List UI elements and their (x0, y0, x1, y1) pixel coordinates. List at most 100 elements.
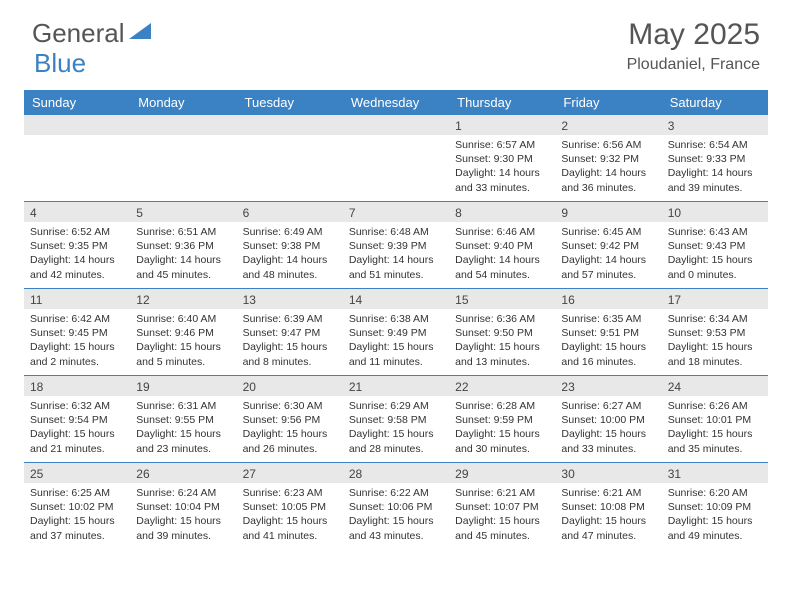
sunset-text: Sunset: 10:06 PM (349, 500, 443, 514)
daylight-text: Daylight: 15 hours and 30 minutes. (455, 427, 549, 455)
day-cell (343, 115, 449, 201)
day-number: 1 (449, 115, 555, 135)
sunset-text: Sunset: 9:59 PM (455, 413, 549, 427)
logo: General (32, 18, 153, 49)
day-cell: 13 Sunrise: 6:39 AMSunset: 9:47 PMDayligh… (237, 289, 343, 375)
day-body: Sunrise: 6:25 AMSunset: 10:02 PMDaylight… (24, 483, 130, 549)
day-number: 12 (130, 289, 236, 309)
day-cell: 30Sunrise: 6:21 AMSunset: 10:08 PMDaylig… (555, 463, 661, 549)
day-number: 31 (662, 463, 768, 483)
sunset-text: Sunset: 10:09 PM (668, 500, 762, 514)
daylight-text: Daylight: 14 hours and 48 minutes. (243, 253, 337, 281)
day-cell (237, 115, 343, 201)
title-block: May 2025 Ploudaniel, France (627, 18, 760, 74)
sunrise-text: Sunrise: 6:52 AM (30, 225, 124, 239)
day-header: Tuesday (237, 90, 343, 115)
sunrise-text: Sunrise: 6:23 AM (243, 486, 337, 500)
day-number: 28 (343, 463, 449, 483)
sunrise-text: Sunrise: 6:57 AM (455, 138, 549, 152)
sunset-text: Sunset: 9:58 PM (349, 413, 443, 427)
sunrise-text: Sunrise: 6:43 AM (668, 225, 762, 239)
daylight-text: Daylight: 15 hours and 0 minutes. (668, 253, 762, 281)
day-body: Sunrise: 6:49 AMSunset: 9:38 PMDaylight:… (237, 222, 343, 288)
day-body (24, 135, 130, 144)
day-number (343, 115, 449, 135)
day-body (130, 135, 236, 144)
day-cell: 18Sunrise: 6:32 AMSunset: 9:54 PMDayligh… (24, 376, 130, 462)
daylight-text: Daylight: 15 hours and 47 minutes. (561, 514, 655, 542)
month-title: May 2025 (627, 18, 760, 52)
sunset-text: Sunset: 9:45 PM (30, 326, 124, 340)
day-cell: 2Sunrise: 6:56 AMSunset: 9:32 PMDaylight… (555, 115, 661, 201)
day-number (130, 115, 236, 135)
sunset-text: Sunset: 9:51 PM (561, 326, 655, 340)
daylight-text: Daylight: 15 hours and 8 minutes. (243, 340, 337, 368)
daylight-text: Daylight: 14 hours and 51 minutes. (349, 253, 443, 281)
day-body: Sunrise: 6:35 AMSunset: 9:51 PMDaylight:… (555, 309, 661, 375)
day-body: Sunrise: 6:57 AMSunset: 9:30 PMDaylight:… (449, 135, 555, 201)
day-cell: 27Sunrise: 6:23 AMSunset: 10:05 PMDaylig… (237, 463, 343, 549)
sunset-text: Sunset: 9:43 PM (668, 239, 762, 253)
logo-blue-wrapper: Blue (34, 48, 86, 79)
daylight-text: Daylight: 15 hours and 23 minutes. (136, 427, 230, 455)
day-number: 30 (555, 463, 661, 483)
daylight-text: Daylight: 14 hours and 57 minutes. (561, 253, 655, 281)
day-number: 9 (555, 202, 661, 222)
daylight-text: Daylight: 14 hours and 36 minutes. (561, 166, 655, 194)
sunset-text: Sunset: 9:33 PM (668, 152, 762, 166)
sunset-text: Sunset: 9:47 PM (243, 326, 337, 340)
daylight-text: Daylight: 14 hours and 54 minutes. (455, 253, 549, 281)
sunrise-text: Sunrise: 6:36 AM (455, 312, 549, 326)
sunset-text: Sunset: 9:35 PM (30, 239, 124, 253)
daylight-text: Daylight: 15 hours and 49 minutes. (668, 514, 762, 542)
sunrise-text: Sunrise: 6:21 AM (455, 486, 549, 500)
daylight-text: Daylight: 14 hours and 39 minutes. (668, 166, 762, 194)
daylight-text: Daylight: 14 hours and 45 minutes. (136, 253, 230, 281)
day-body: Sunrise: 6:20 AMSunset: 10:09 PMDaylight… (662, 483, 768, 549)
day-body: Sunrise: 6:46 AMSunset: 9:40 PMDaylight:… (449, 222, 555, 288)
daylight-text: Daylight: 15 hours and 5 minutes. (136, 340, 230, 368)
day-cell: 16Sunrise: 6:35 AMSunset: 9:51 PMDayligh… (555, 289, 661, 375)
day-body: Sunrise: 6:23 AMSunset: 10:05 PMDaylight… (237, 483, 343, 549)
daylight-text: Daylight: 15 hours and 16 minutes. (561, 340, 655, 368)
day-number: 13 (237, 289, 343, 309)
day-cell: 3Sunrise: 6:54 AMSunset: 9:33 PMDaylight… (662, 115, 768, 201)
day-body: Sunrise: 6:24 AMSunset: 10:04 PMDaylight… (130, 483, 236, 549)
day-cell: 10 Sunrise: 6:43 AMSunset: 9:43 PMDayligh… (662, 202, 768, 288)
sunrise-text: Sunrise: 6:39 AM (243, 312, 337, 326)
weeks-container: 1Sunrise: 6:57 AMSunset: 9:30 PMDaylight… (24, 115, 768, 549)
day-cell: 17Sunrise: 6:34 AMSunset: 9:53 PMDayligh… (662, 289, 768, 375)
sunrise-text: Sunrise: 6:30 AM (243, 399, 337, 413)
day-header: Saturday (662, 90, 768, 115)
day-cell: 1Sunrise: 6:57 AMSunset: 9:30 PMDaylight… (449, 115, 555, 201)
day-body: Sunrise: 6:48 AMSunset: 9:39 PMDaylight:… (343, 222, 449, 288)
daylight-text: Daylight: 15 hours and 28 minutes. (349, 427, 443, 455)
sunset-text: Sunset: 9:56 PM (243, 413, 337, 427)
sunrise-text: Sunrise: 6:25 AM (30, 486, 124, 500)
day-body: Sunrise: 6:38 AMSunset: 9:49 PMDaylight:… (343, 309, 449, 375)
day-cell: 8Sunrise: 6:46 AMSunset: 9:40 PMDaylight… (449, 202, 555, 288)
day-body: Sunrise: 6:54 AMSunset: 9:33 PMDaylight:… (662, 135, 768, 201)
sunrise-text: Sunrise: 6:45 AM (561, 225, 655, 239)
day-cell: 21Sunrise: 6:29 AMSunset: 9:58 PMDayligh… (343, 376, 449, 462)
day-number: 8 (449, 202, 555, 222)
sunset-text: Sunset: 10:00 PM (561, 413, 655, 427)
sunrise-text: Sunrise: 6:21 AM (561, 486, 655, 500)
day-header: Wednesday (343, 90, 449, 115)
day-body: Sunrise: 6:40 AMSunset: 9:46 PMDaylight:… (130, 309, 236, 375)
day-number: 25 (24, 463, 130, 483)
sunrise-text: Sunrise: 6:35 AM (561, 312, 655, 326)
day-headers-row: SundayMondayTuesdayWednesdayThursdayFrid… (24, 90, 768, 115)
day-body: Sunrise: 6:42 AMSunset: 9:45 PMDaylight:… (24, 309, 130, 375)
sunrise-text: Sunrise: 6:20 AM (668, 486, 762, 500)
week-row: 4Sunrise: 6:52 AMSunset: 9:35 PMDaylight… (24, 201, 768, 288)
logo-text-general: General (32, 18, 125, 49)
sunset-text: Sunset: 9:49 PM (349, 326, 443, 340)
sunset-text: Sunset: 9:50 PM (455, 326, 549, 340)
day-cell: 7Sunrise: 6:48 AMSunset: 9:39 PMDaylight… (343, 202, 449, 288)
daylight-text: Daylight: 15 hours and 45 minutes. (455, 514, 549, 542)
sunrise-text: Sunrise: 6:27 AM (561, 399, 655, 413)
day-body: Sunrise: 6:27 AMSunset: 10:00 PMDaylight… (555, 396, 661, 462)
day-number: 10 (662, 202, 768, 222)
day-cell: 19Sunrise: 6:31 AMSunset: 9:55 PMDayligh… (130, 376, 236, 462)
